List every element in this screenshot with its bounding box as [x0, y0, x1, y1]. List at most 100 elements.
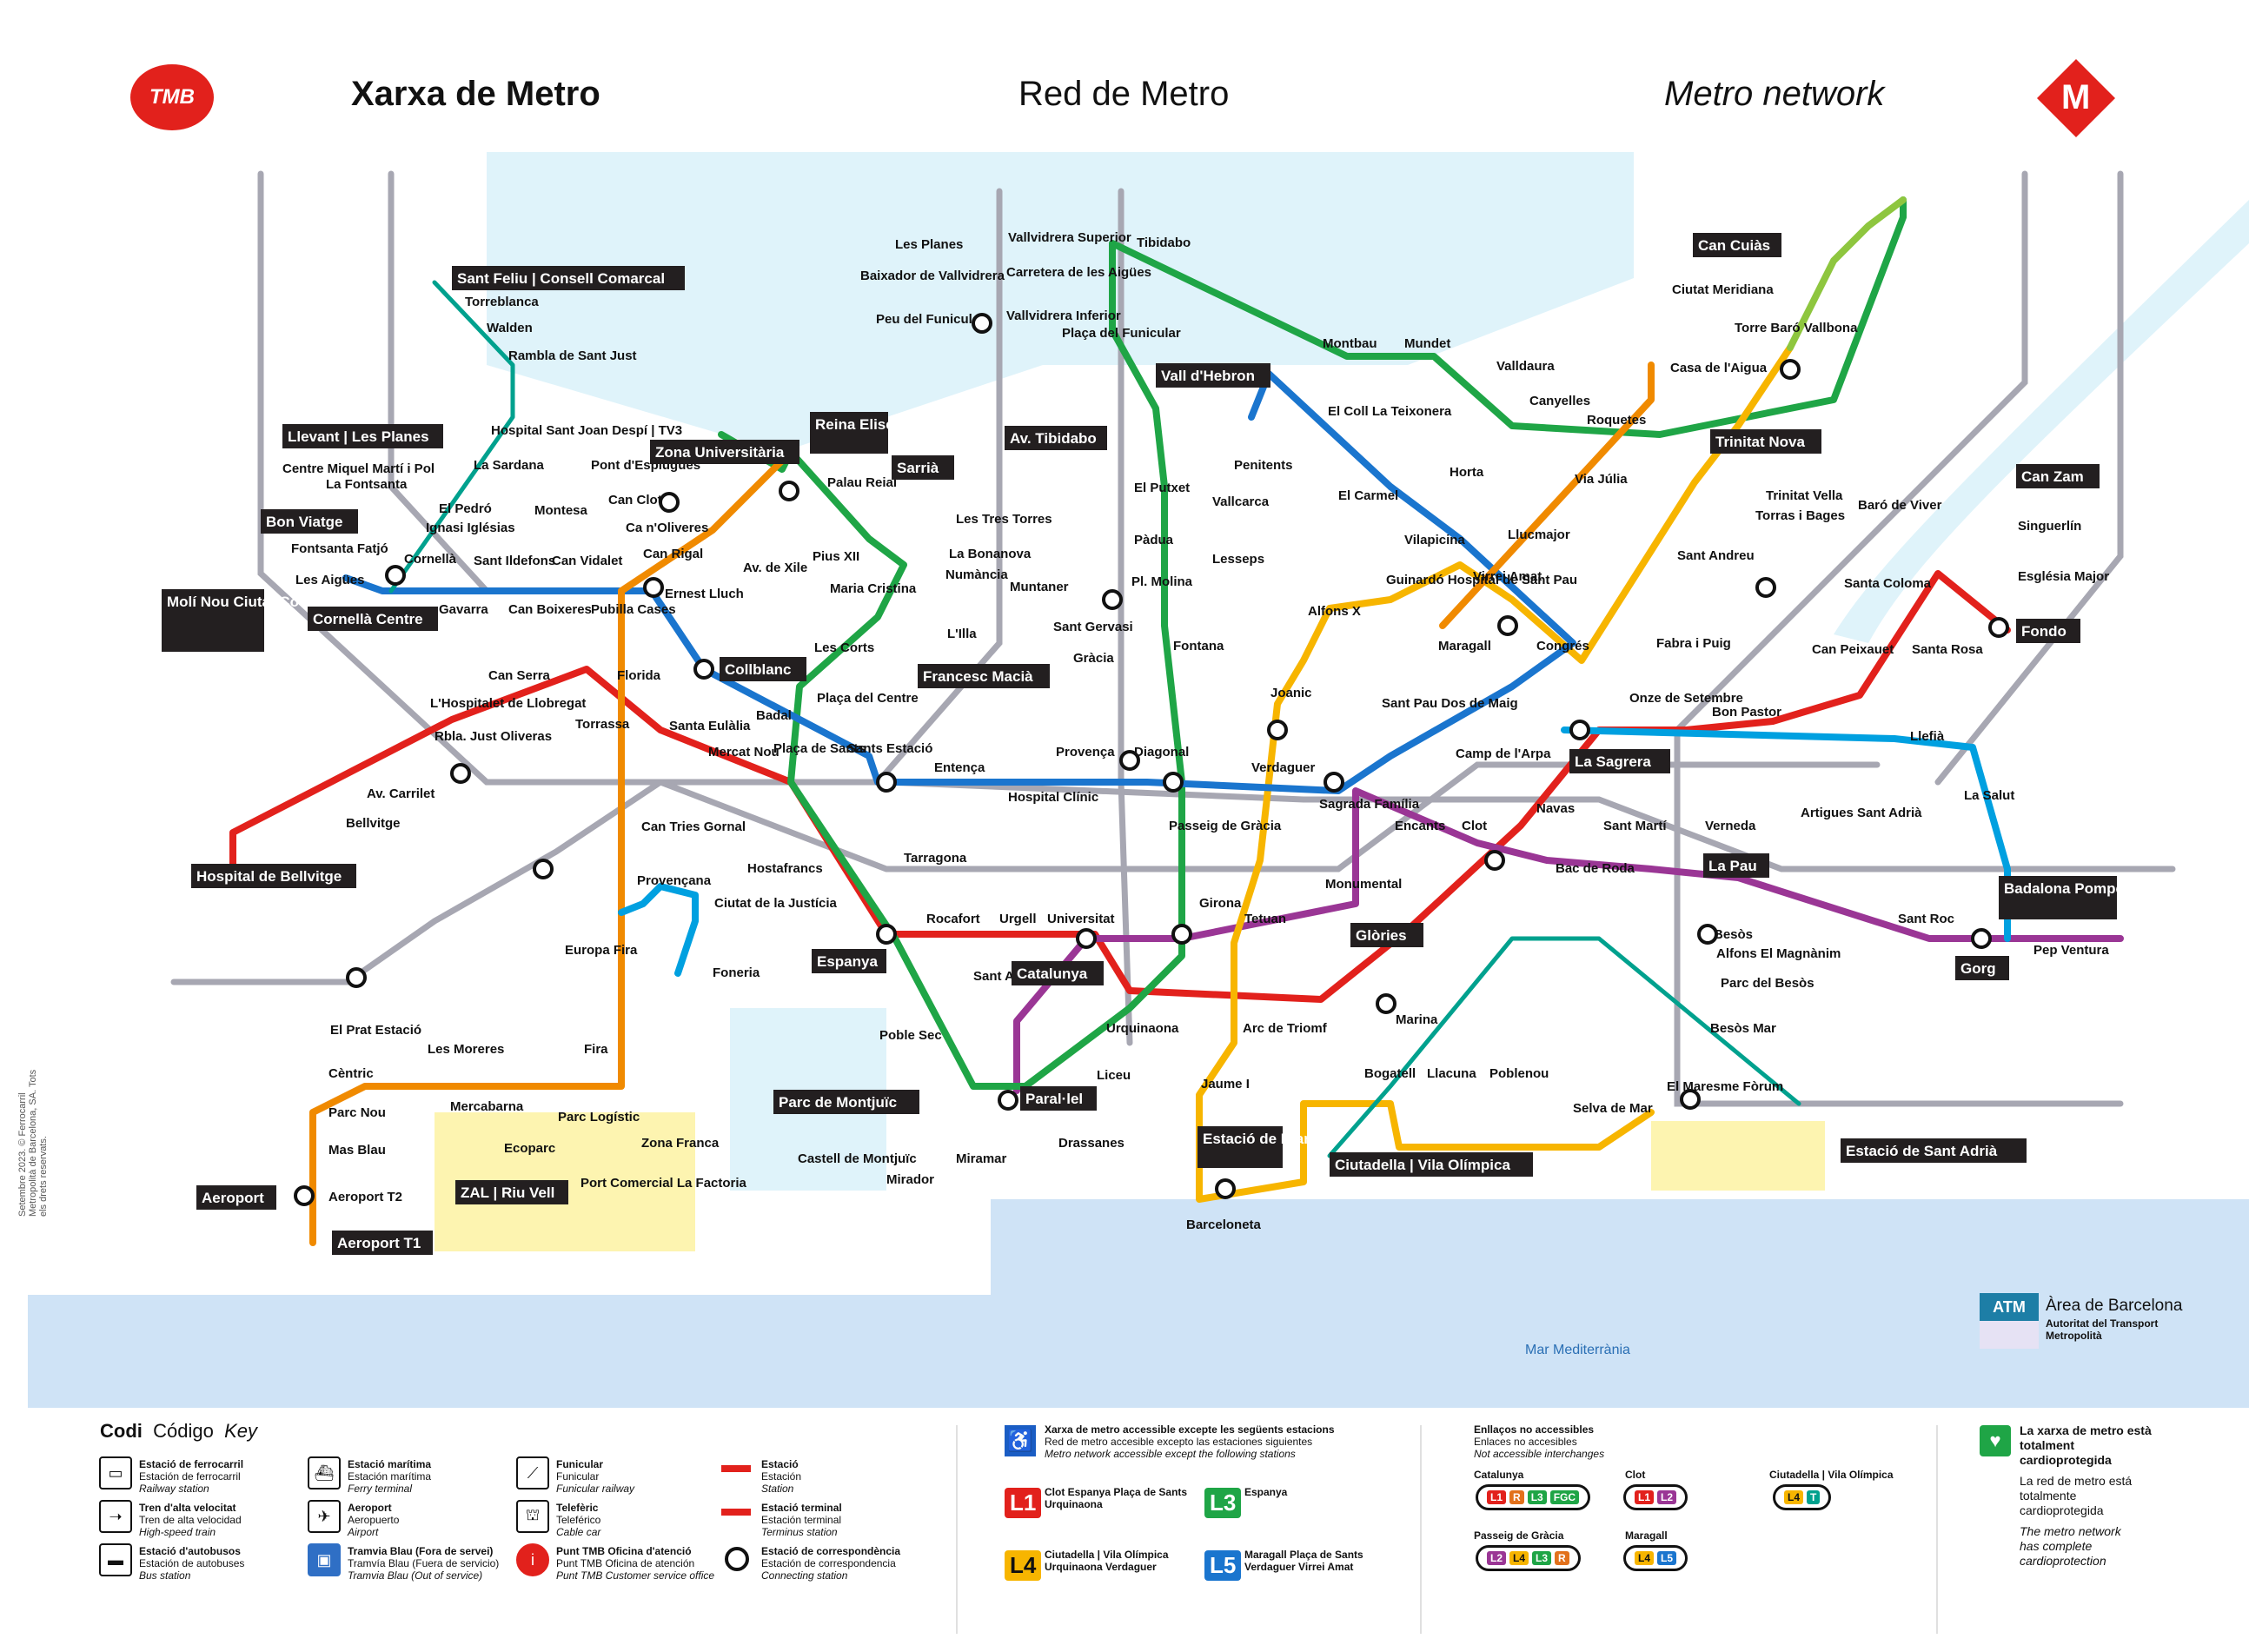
legend-heading-en: Key	[224, 1420, 257, 1442]
boxed-label: Catalunya	[1017, 965, 1088, 982]
station-label: Zona Franca	[641, 1136, 720, 1151]
boxed-label: Fondo	[2021, 623, 2067, 640]
boxed-label: Paral·lel	[1025, 1091, 1083, 1107]
station-label: Navas	[1536, 801, 1575, 816]
station-label: Plaça de Sants	[773, 741, 866, 756]
station-label: Av. de Xile	[743, 561, 807, 575]
station-label: Casa de l'Aigua	[1670, 361, 1768, 375]
station-label: Foneria	[713, 965, 760, 980]
station-label: La Bonanova	[949, 547, 1032, 561]
boxed-label: Sarrià	[897, 460, 939, 476]
atm-swatch	[1980, 1321, 2039, 1349]
station-label: Peu del Funicular	[876, 312, 985, 327]
boxed-label: Cornellà Centre	[313, 611, 423, 627]
boxed-label: Llevant | Les Planes	[288, 428, 429, 445]
station-label: Llacuna	[1427, 1066, 1476, 1081]
station-label: Maria Cristina	[830, 581, 917, 596]
interchange-maragall: L4 L5	[1623, 1545, 1688, 1571]
station-label: Torre Baró Vallbona	[1735, 321, 1858, 335]
station-label: Sant Pau Dos de Maig	[1382, 696, 1518, 711]
station-label: Mas Blau	[328, 1143, 386, 1158]
station-label: Mercat Nou	[708, 745, 780, 760]
station-label: Clot	[1462, 819, 1487, 833]
boxed-label: Ciutadella | Vila Olímpica	[1335, 1157, 1510, 1173]
station-label: Església Major	[2018, 569, 2109, 584]
station-label: Arc de Triomf	[1243, 1021, 1328, 1036]
station-label: Sant Gervasi	[1053, 620, 1133, 634]
station-label: Aeroport T2	[328, 1190, 402, 1204]
line-l3	[718, 196, 1907, 1090]
station-label: Hospital Clínic	[1008, 790, 1098, 805]
accessible-icon: ♿	[1005, 1425, 1036, 1456]
station-label: El Prat Estació	[330, 1023, 421, 1038]
station-label: Verdaguer	[1251, 760, 1316, 775]
station-label: Entença	[934, 760, 985, 775]
station-label: Can Clota	[608, 493, 670, 508]
legend-divider	[1420, 1425, 1422, 1634]
legend-item: Estació marítima Estación marítima Ferry t…	[348, 1458, 432, 1495]
atm-title: Àrea de Barcelona	[2046, 1297, 2183, 1315]
station-label: Marina	[1396, 1012, 1438, 1027]
station-label: Congrés	[1536, 639, 1589, 654]
station-label: Selva de Mar	[1573, 1101, 1653, 1116]
station-label: Bellvitge	[346, 816, 401, 831]
station-label: Fontana	[1173, 639, 1224, 654]
station-label: Ciutat de la Justícia	[714, 896, 838, 911]
station-label: Virrei Amat	[1473, 569, 1542, 584]
legend-item: Estació d'autobusos Estación de autobuses…	[139, 1545, 245, 1582]
cardio-icon: ♥	[1980, 1425, 2011, 1456]
station-label: Palau Reial	[827, 475, 897, 490]
shore-area	[487, 152, 1634, 452]
copyright-text: Setembre 2023. © Ferrocarril Metropolità…	[17, 1069, 49, 1217]
station-label: Penitents	[1234, 458, 1293, 473]
station-tick-icon	[721, 1465, 751, 1472]
station-label: Can Rigal	[643, 547, 703, 561]
tramvia-blau-icon: ▣	[308, 1543, 341, 1576]
station-label: Encants	[1395, 819, 1445, 833]
badge-l3: L3	[1204, 1488, 1242, 1518]
station-label: Port Comercial La Factoria	[580, 1176, 747, 1191]
station-label: Lesseps	[1212, 552, 1264, 567]
station-label: Hostafrancs	[747, 861, 823, 876]
station-label: Roquetes	[1587, 413, 1646, 428]
station-label: Monumental	[1325, 877, 1402, 892]
station-label: Maragall	[1438, 639, 1491, 654]
boxed-labels: Sant Feliu | Consell Comarcal Llevant | …	[162, 233, 2178, 1255]
interchange-name: Clot	[1625, 1469, 1646, 1481]
station-label: Gavarra	[439, 602, 488, 617]
cardio-title: La xarxa de metro està totalment cardiop…	[2020, 1423, 2152, 1467]
station-label: Vallcarca	[1212, 494, 1270, 509]
station-label: Ciutat Meridiana	[1672, 282, 1774, 297]
station-label: Miramar	[956, 1151, 1007, 1166]
accessible-l3: Espanya	[1244, 1486, 1288, 1498]
station-label: Can Tries Gornal	[641, 819, 746, 834]
station-label: Florida	[617, 668, 661, 683]
station-label: Mirador	[886, 1172, 934, 1187]
station-label: Mercabarna	[450, 1099, 524, 1114]
station-label: Tarragona	[904, 851, 967, 866]
station-label: Ecoparc	[504, 1141, 555, 1156]
station-label: Joanic	[1270, 686, 1312, 700]
station-label: Can Serra	[488, 668, 551, 683]
boxed-label: ZAL | Riu Vell	[461, 1184, 554, 1201]
station-label: El Putxet	[1134, 481, 1190, 495]
interchange-passeig-gracia: L2 L4 L3 R	[1476, 1545, 1581, 1571]
boxed-label: Estació de Sant Adrià	[1846, 1143, 1998, 1159]
station-label: Urgell	[999, 912, 1037, 926]
atm-block: ATM Àrea de Barcelona Autoritat del Tran…	[1980, 1293, 2188, 1356]
boxed-label: Can Cuiàs	[1698, 237, 1770, 254]
interchange-ciutadella: L4 T	[1773, 1484, 1832, 1510]
station-label: Passeig de Gràcia	[1169, 819, 1282, 833]
tmb-logo[interactable]: TMB	[130, 64, 214, 130]
boxed-label: Francesc Macià	[923, 668, 1033, 685]
legend-divider	[956, 1425, 958, 1634]
station-label: Rocafort	[926, 912, 980, 926]
station-label: Centre Miquel Martí i Pol	[282, 461, 435, 476]
metro-logo[interactable]: M	[2037, 59, 2115, 137]
interchange-stations	[294, 313, 2009, 1206]
station-label: Canyelles	[1529, 394, 1590, 408]
station-label: Pl. Molina	[1131, 574, 1193, 589]
boxed-label: Bon Viatge	[266, 514, 342, 530]
station-label: Sant Martí	[1603, 819, 1667, 833]
station-label: Vallvidrera Superior	[1008, 230, 1131, 245]
